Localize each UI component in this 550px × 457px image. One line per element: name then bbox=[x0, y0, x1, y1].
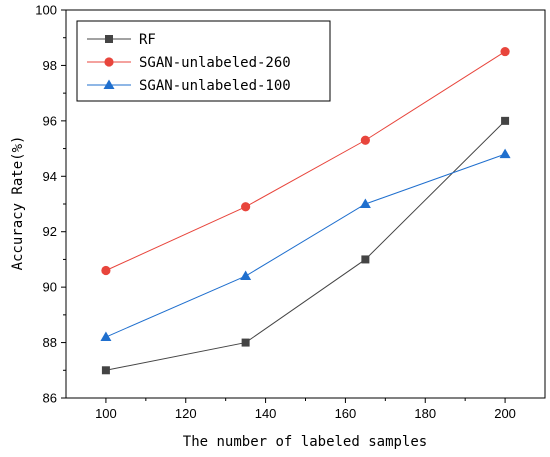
series-2 bbox=[100, 148, 511, 342]
legend-label: RF bbox=[139, 32, 156, 48]
series-1 bbox=[101, 46, 510, 276]
series-line bbox=[105, 120, 506, 371]
x-tick-label: 180 bbox=[414, 406, 436, 421]
legend-marker bbox=[105, 35, 113, 43]
data-point bbox=[241, 202, 251, 212]
y-axis-title: Accuracy Rate(%) bbox=[10, 136, 26, 271]
series-line bbox=[105, 153, 506, 338]
data-point bbox=[241, 338, 250, 347]
data-point bbox=[101, 265, 111, 276]
x-tick-label: 160 bbox=[335, 406, 357, 421]
y-tick-label: 100 bbox=[35, 3, 57, 18]
legend-label: SGAN-unlabeled-260 bbox=[139, 55, 291, 71]
y-tick-label: 92 bbox=[43, 224, 57, 239]
legend-item: SGAN-unlabeled-260 bbox=[87, 55, 291, 71]
x-tick-label: 140 bbox=[255, 406, 277, 421]
data-point bbox=[359, 198, 371, 208]
legend-label: SGAN-unlabeled-100 bbox=[139, 78, 291, 94]
legend-item: RF bbox=[87, 32, 156, 48]
series-0 bbox=[101, 116, 510, 375]
legend-marker bbox=[104, 57, 114, 67]
legend-box bbox=[76, 20, 331, 102]
data-point bbox=[500, 46, 510, 57]
data-point bbox=[240, 270, 252, 281]
y-tick-label: 98 bbox=[43, 58, 57, 73]
data-point bbox=[360, 135, 370, 145]
data-point bbox=[100, 331, 112, 342]
data-point bbox=[499, 148, 511, 159]
legend: RF SGAN-unlabeled-260 SGAN-unlabeled-100 bbox=[76, 20, 331, 102]
x-axis-title: The number of labeled samples bbox=[183, 434, 427, 450]
data-point bbox=[101, 366, 110, 375]
y-tick-label: 94 bbox=[43, 169, 57, 184]
data-point bbox=[361, 255, 370, 264]
data-point bbox=[501, 116, 510, 125]
y-tick-label: 88 bbox=[43, 335, 57, 350]
y-tick-label: 90 bbox=[43, 280, 57, 295]
y-tick-label: 86 bbox=[43, 391, 57, 406]
series-layer bbox=[100, 46, 511, 375]
legend-item: SGAN-unlabeled-100 bbox=[87, 78, 291, 94]
x-tick-label: 100 bbox=[95, 406, 117, 421]
legend-marker bbox=[103, 79, 115, 89]
x-tick-label: 120 bbox=[175, 406, 197, 421]
y-tick-label: 96 bbox=[43, 113, 57, 128]
series-line bbox=[105, 51, 506, 271]
x-tick-label: 200 bbox=[494, 406, 516, 421]
axis-ticks: 100 120 140 160 180 200 86 88 90 92 94 96 98 100 bbox=[35, 3, 516, 422]
